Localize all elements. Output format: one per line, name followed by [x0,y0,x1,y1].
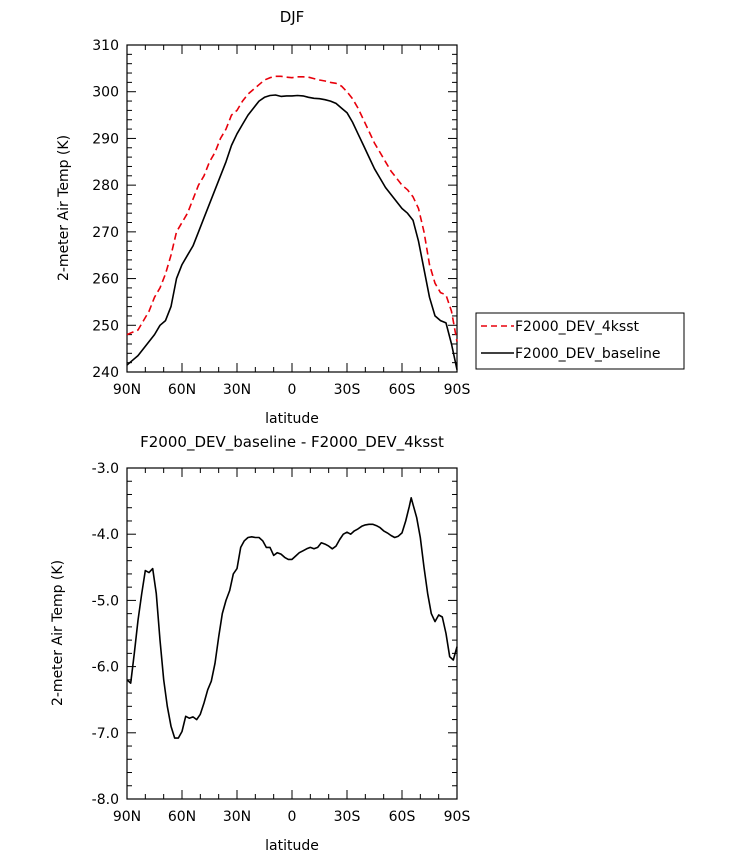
y-tick-label: 310 [92,38,119,54]
y-tick-labels: -8.0 -7.0 -6.0 -5.0 -4.0 -3.0 [92,461,119,808]
plot-frame [126,467,458,800]
x-tick-label: 90N [113,382,141,398]
djf-panel: DJF 240 250 260 270 280 290 300 310 90N 60N 30N 0 3… [56,8,470,427]
difference-panel: F2000_DEV_baseline - F2000_DEV_4ksst -8.… [50,433,470,854]
y-tick-label: 240 [92,365,119,381]
x-tick-label: 30N [223,809,251,825]
series-lines [126,497,458,739]
panel-title: F2000_DEV_baseline - F2000_DEV_4ksst [140,433,444,452]
y-tick-label: 280 [92,178,119,194]
x-tick-label: 60N [168,809,196,825]
series-line-F2000_DEV_4ksst [126,75,458,342]
y-tick-label: 300 [92,85,119,101]
x-tick-label: 90N [113,809,141,825]
x-tick-label: 60N [168,382,196,398]
y-tick-label: 290 [92,131,119,147]
y-tick-label: 260 [92,272,119,288]
legend-label-baseline: F2000_DEV_baseline [515,346,661,362]
y-tick-label: 270 [92,225,119,241]
y-tick-label: -7.0 [92,726,119,742]
legend: F2000_DEV_4ksst F2000_DEV_baseline [475,312,685,370]
series-lines [126,75,458,370]
x-tick-label: 90S [444,382,471,398]
x-tick-label: 60S [389,809,416,825]
axis-ticks [126,467,458,800]
y-tick-labels: 240 250 260 270 280 290 300 310 [92,38,119,381]
panel-title: DJF [280,8,305,26]
x-tick-label: 0 [288,382,297,398]
x-tick-label: 30S [334,382,361,398]
y-tick-label: -8.0 [92,792,119,808]
x-tick-label: 0 [288,809,297,825]
y-tick-label: -3.0 [92,461,119,477]
y-tick-label: -6.0 [92,660,119,676]
x-tick-labels: 90N 60N 30N 0 30S 60S 90S [113,809,471,825]
y-tick-label: -5.0 [92,593,119,609]
y-tick-label: -4.0 [92,527,119,543]
x-tick-label: 30S [334,809,361,825]
series-line-F2000_DEV_baseline [126,94,458,370]
y-tick-label: 250 [92,318,119,334]
x-tick-label: 30N [223,382,251,398]
y-axis-label: 2-meter Air Temp (K) [56,135,72,281]
x-axis-label: latitude [265,838,319,854]
axis-ticks [126,44,458,373]
x-tick-labels: 90N 60N 30N 0 30S 60S 90S [113,382,471,398]
x-axis-label: latitude [265,411,319,427]
x-tick-label: 90S [444,809,471,825]
x-tick-label: 60S [389,382,416,398]
series-line-difference-0 [126,497,458,739]
legend-label-4ksst: F2000_DEV_4ksst [515,319,639,335]
plot-frame [126,44,458,373]
y-axis-label: 2-meter Air Temp (K) [50,560,66,706]
legend-box [475,312,685,370]
